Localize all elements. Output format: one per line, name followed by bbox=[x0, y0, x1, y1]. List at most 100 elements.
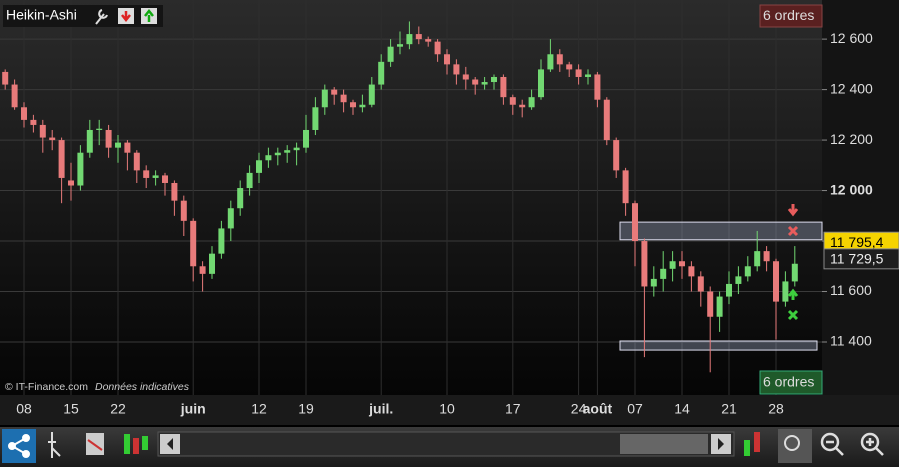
candle-body bbox=[49, 137, 56, 141]
x-tick-label: 22 bbox=[110, 401, 126, 417]
candle-body bbox=[641, 241, 648, 287]
candle-body bbox=[218, 228, 225, 254]
candle-body bbox=[538, 69, 544, 98]
candle-body bbox=[556, 54, 563, 65]
candle-body bbox=[406, 34, 413, 45]
zoom-fit-icon bbox=[784, 435, 800, 451]
candle-body bbox=[688, 266, 695, 277]
credit-note: Données indicatives bbox=[95, 381, 190, 393]
candle-body bbox=[622, 170, 629, 204]
candle-body bbox=[77, 152, 84, 186]
candle-body bbox=[434, 41, 441, 55]
orders-bottom-box[interactable] bbox=[759, 370, 823, 395]
candle-body bbox=[509, 97, 516, 105]
price-tag-label: 11 729,5 bbox=[830, 251, 884, 267]
wrench-icon[interactable] bbox=[95, 9, 108, 25]
candle-body bbox=[331, 89, 338, 95]
candle-body bbox=[265, 155, 272, 161]
candle-body bbox=[58, 140, 65, 178]
candle-body bbox=[697, 276, 704, 292]
auto-trade-button[interactable] bbox=[744, 432, 760, 456]
plot-area bbox=[0, 0, 822, 395]
candle-body bbox=[744, 266, 751, 277]
candle-body bbox=[115, 142, 121, 148]
x-tick-label: 08 bbox=[16, 401, 32, 417]
order-zone bbox=[619, 340, 818, 351]
x-tick-label: 17 bbox=[505, 401, 521, 417]
candle-body bbox=[359, 104, 366, 108]
candle-body bbox=[237, 188, 244, 209]
zoom-in-button[interactable] bbox=[860, 432, 884, 456]
chart-type-button[interactable] bbox=[124, 434, 148, 454]
zoom-fit-button[interactable] bbox=[778, 429, 812, 463]
y-axis-panel bbox=[822, 0, 899, 395]
candle-body bbox=[585, 74, 591, 77]
orders-top-box[interactable] bbox=[759, 4, 823, 28]
orders-bottom: 6 ordres bbox=[763, 374, 814, 390]
zoom-out-button[interactable] bbox=[820, 432, 844, 456]
buy-cross-marker bbox=[787, 309, 799, 321]
buy-arrow-marker bbox=[787, 288, 799, 300]
candle-body bbox=[152, 175, 159, 178]
x-tick-label: 28 bbox=[768, 401, 784, 417]
candle-body bbox=[387, 46, 394, 62]
scroll-thumb[interactable] bbox=[620, 434, 708, 454]
candle-body bbox=[707, 291, 714, 317]
candle-body bbox=[491, 76, 497, 83]
x-tick-label: 07 bbox=[627, 401, 643, 417]
candle-body bbox=[293, 147, 300, 151]
candle-body bbox=[669, 261, 676, 269]
candle-body bbox=[30, 119, 37, 125]
candle-body bbox=[274, 152, 281, 156]
x-tick-label: juin bbox=[180, 401, 206, 417]
y-tick-label: 11 400 bbox=[830, 333, 872, 349]
candle-body bbox=[650, 278, 657, 287]
candle-body bbox=[547, 54, 554, 70]
up-arrow-icon bbox=[144, 8, 154, 22]
candle-body bbox=[613, 140, 620, 171]
candle-body bbox=[735, 276, 742, 284]
x-tick-label: 15 bbox=[63, 401, 79, 417]
y-tick-label: 12 000 bbox=[830, 181, 873, 197]
candle-body bbox=[575, 69, 582, 77]
candle-body bbox=[754, 251, 761, 267]
candle-body bbox=[603, 99, 610, 141]
price-tag-box bbox=[823, 248, 899, 270]
x-tick-label: 19 bbox=[298, 401, 314, 417]
candle-body bbox=[368, 84, 375, 105]
candle-body bbox=[660, 268, 667, 279]
orders-top: 6 ordres bbox=[763, 7, 814, 23]
candle-body bbox=[2, 71, 9, 85]
candle-body bbox=[397, 44, 403, 47]
x-tick-label: 10 bbox=[439, 401, 455, 417]
candle-body bbox=[86, 129, 93, 153]
candle-body bbox=[143, 170, 150, 178]
y-tick-label: 12 400 bbox=[830, 80, 873, 96]
x-tick-label: 21 bbox=[721, 401, 737, 417]
candle-body bbox=[105, 129, 112, 148]
candle-body bbox=[284, 150, 291, 153]
candle-body bbox=[68, 180, 74, 186]
x-axis-panel bbox=[0, 395, 899, 425]
candle-body bbox=[340, 94, 347, 103]
candle-body bbox=[11, 84, 18, 108]
drawing-tool-button[interactable] bbox=[48, 432, 61, 458]
candle-body bbox=[133, 152, 140, 171]
share-button[interactable] bbox=[2, 429, 36, 463]
candle-body bbox=[256, 160, 262, 173]
candle-body bbox=[528, 97, 535, 108]
x-tick-label: 14 bbox=[674, 401, 690, 417]
candle-body bbox=[594, 74, 601, 100]
indicators-icon bbox=[87, 439, 103, 451]
candle-body bbox=[321, 89, 328, 108]
candle-body bbox=[453, 64, 460, 75]
candle-body bbox=[763, 251, 770, 262]
candle-body bbox=[716, 296, 723, 317]
candle-body bbox=[472, 79, 479, 85]
y-tick-label: 11 600 bbox=[830, 282, 872, 298]
candle-body bbox=[124, 142, 131, 153]
credit: © IT-Finance.com bbox=[5, 381, 88, 393]
candle-body bbox=[632, 203, 638, 242]
candle-body bbox=[171, 182, 178, 201]
